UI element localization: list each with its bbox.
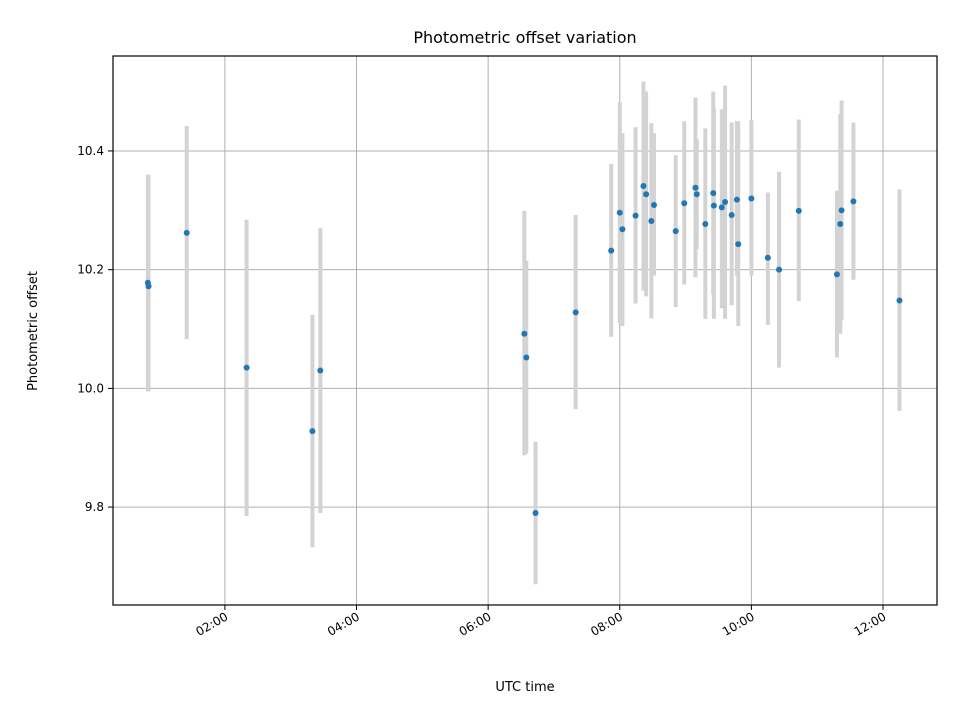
data-point xyxy=(837,220,844,227)
x-tick-label: 06:00 xyxy=(457,609,494,638)
data-point xyxy=(692,184,699,191)
data-point xyxy=(616,209,623,216)
data-point xyxy=(728,212,735,219)
data-point xyxy=(733,196,740,203)
y-tick-label: 10.0 xyxy=(77,381,104,395)
y-axis-label: Photometric offset xyxy=(26,271,41,391)
data-point xyxy=(702,220,709,227)
data-point xyxy=(650,201,657,208)
data-point xyxy=(748,195,755,202)
data-point xyxy=(632,212,639,219)
data-points xyxy=(144,182,903,517)
data-point xyxy=(838,207,845,214)
data-point xyxy=(183,229,190,236)
x-tick-label: 08:00 xyxy=(588,609,625,638)
y-axis-ticks: 9.8 10.0 10.2 10.4 xyxy=(77,144,113,514)
data-point xyxy=(795,207,802,214)
y-tick-label: 10.2 xyxy=(77,263,104,277)
data-point xyxy=(710,190,717,197)
x-axis-label: UTC time xyxy=(495,680,554,695)
data-point xyxy=(722,199,729,206)
plot-area-frame xyxy=(112,55,938,606)
chart-title: Photometric offset variation xyxy=(413,28,636,47)
data-point xyxy=(693,191,700,198)
data-point xyxy=(681,200,688,207)
data-point xyxy=(718,204,725,211)
data-point xyxy=(776,266,783,273)
y-tick-label: 10.4 xyxy=(77,144,104,158)
x-axis-ticks: 02:00 04:00 06:00 08:00 10:00 12:00 xyxy=(193,605,889,639)
y-tick-label: 9.8 xyxy=(85,500,104,514)
data-point xyxy=(309,428,316,435)
data-point xyxy=(764,254,771,261)
data-point xyxy=(833,271,840,278)
x-tick-label: 12:00 xyxy=(852,609,889,638)
data-point xyxy=(648,217,655,224)
data-point xyxy=(896,297,903,304)
data-point xyxy=(735,241,742,248)
data-point xyxy=(572,309,579,316)
data-point xyxy=(608,247,615,254)
data-point xyxy=(145,283,152,290)
x-tick-label: 02:00 xyxy=(193,609,230,638)
x-tick-label: 04:00 xyxy=(325,609,362,638)
data-point xyxy=(619,226,626,233)
data-point xyxy=(672,228,679,235)
data-point xyxy=(317,367,324,374)
x-tick-label: 10:00 xyxy=(720,609,757,638)
data-point xyxy=(710,202,717,209)
data-point xyxy=(850,198,857,205)
data-point xyxy=(640,182,647,189)
data-point xyxy=(643,191,650,198)
data-point xyxy=(521,330,528,337)
data-point xyxy=(523,354,530,361)
data-point xyxy=(243,364,250,371)
data-point xyxy=(532,510,539,517)
